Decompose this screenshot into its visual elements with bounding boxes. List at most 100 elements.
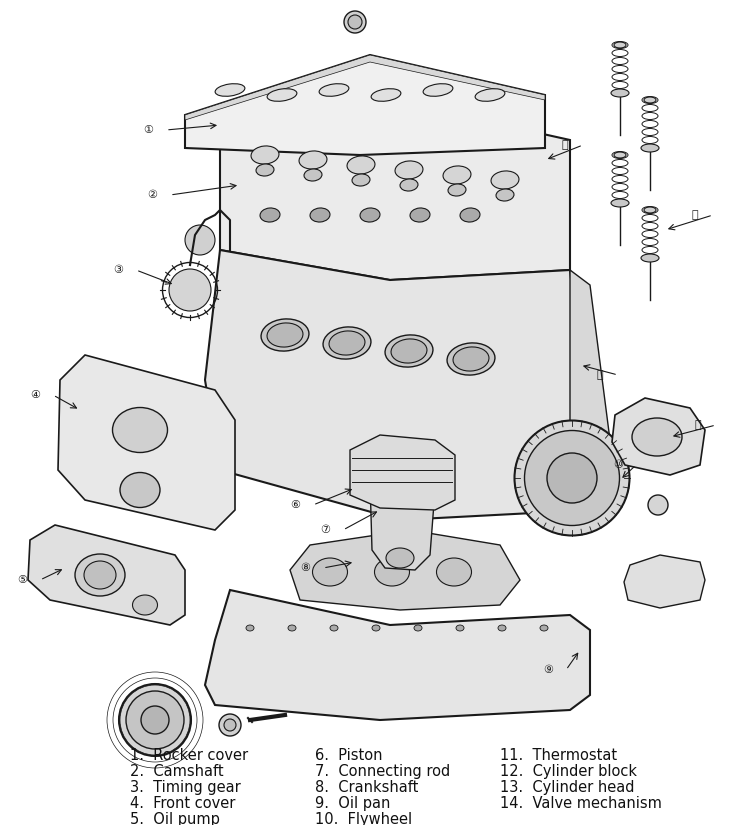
- Text: ⑦: ⑦: [320, 525, 330, 535]
- Ellipse shape: [414, 625, 422, 631]
- Ellipse shape: [372, 625, 380, 631]
- Ellipse shape: [375, 558, 409, 586]
- Ellipse shape: [385, 469, 415, 491]
- Ellipse shape: [648, 495, 668, 515]
- Text: 1.  Rocker cover: 1. Rocker cover: [130, 748, 248, 763]
- Ellipse shape: [112, 408, 168, 452]
- Ellipse shape: [260, 208, 280, 222]
- Polygon shape: [58, 355, 235, 530]
- Ellipse shape: [246, 625, 254, 631]
- Ellipse shape: [75, 554, 125, 596]
- Ellipse shape: [371, 89, 401, 101]
- Ellipse shape: [347, 156, 375, 174]
- Ellipse shape: [475, 89, 505, 101]
- Ellipse shape: [288, 625, 296, 631]
- Ellipse shape: [141, 706, 169, 734]
- Ellipse shape: [632, 418, 682, 456]
- Text: ⑧: ⑧: [300, 563, 310, 573]
- Ellipse shape: [169, 269, 211, 311]
- Ellipse shape: [514, 421, 629, 535]
- Text: 6.  Piston: 6. Piston: [315, 748, 382, 763]
- Text: 5.  Oil pump: 5. Oil pump: [130, 812, 220, 825]
- Ellipse shape: [644, 97, 656, 103]
- Ellipse shape: [540, 625, 548, 631]
- Ellipse shape: [267, 89, 297, 101]
- Ellipse shape: [400, 179, 418, 191]
- Text: 7.  Connecting rod: 7. Connecting rod: [315, 764, 451, 779]
- Ellipse shape: [386, 548, 414, 568]
- Ellipse shape: [547, 453, 597, 503]
- Polygon shape: [205, 250, 590, 520]
- Ellipse shape: [614, 42, 626, 48]
- Ellipse shape: [319, 83, 349, 97]
- Text: ⑩: ⑩: [613, 460, 623, 470]
- Ellipse shape: [312, 558, 348, 586]
- Text: ⑪: ⑪: [695, 420, 701, 430]
- Ellipse shape: [410, 208, 430, 222]
- Ellipse shape: [611, 89, 629, 97]
- Polygon shape: [220, 100, 570, 280]
- Ellipse shape: [360, 208, 380, 222]
- Ellipse shape: [84, 561, 116, 589]
- Text: ⑤: ⑤: [17, 575, 27, 585]
- Text: 13.  Cylinder head: 13. Cylinder head: [500, 780, 634, 795]
- Text: 8.  Crankshaft: 8. Crankshaft: [315, 780, 418, 795]
- Ellipse shape: [120, 473, 160, 507]
- Ellipse shape: [256, 164, 274, 176]
- Ellipse shape: [391, 339, 427, 363]
- Ellipse shape: [219, 714, 241, 736]
- Text: 11.  Thermostat: 11. Thermostat: [500, 748, 617, 763]
- Ellipse shape: [185, 225, 215, 255]
- Ellipse shape: [304, 169, 322, 181]
- Ellipse shape: [443, 166, 471, 184]
- Text: 12.  Cylinder block: 12. Cylinder block: [500, 764, 637, 779]
- Text: 4.  Front cover: 4. Front cover: [130, 796, 235, 811]
- Ellipse shape: [453, 347, 489, 371]
- Ellipse shape: [330, 625, 338, 631]
- Ellipse shape: [525, 431, 620, 526]
- Polygon shape: [350, 435, 455, 510]
- Ellipse shape: [614, 152, 626, 158]
- Ellipse shape: [344, 11, 366, 33]
- Ellipse shape: [132, 595, 157, 615]
- Text: ①: ①: [143, 125, 153, 135]
- Ellipse shape: [348, 15, 362, 29]
- Text: ③: ③: [113, 265, 123, 275]
- Text: ②: ②: [147, 190, 157, 200]
- Ellipse shape: [329, 331, 365, 355]
- Polygon shape: [205, 590, 590, 720]
- Text: 10.  Flywheel: 10. Flywheel: [315, 812, 412, 825]
- Ellipse shape: [126, 691, 184, 749]
- Ellipse shape: [448, 184, 466, 196]
- Text: ⑫: ⑫: [597, 370, 603, 380]
- Ellipse shape: [641, 254, 659, 262]
- Ellipse shape: [423, 83, 453, 97]
- Ellipse shape: [251, 146, 279, 164]
- Polygon shape: [612, 398, 705, 475]
- Ellipse shape: [119, 684, 191, 756]
- Ellipse shape: [641, 144, 659, 152]
- Polygon shape: [185, 55, 545, 120]
- Ellipse shape: [498, 625, 506, 631]
- Text: 9.  Oil pan: 9. Oil pan: [315, 796, 390, 811]
- Text: ⑬: ⑬: [562, 140, 568, 150]
- Text: 14.  Valve mechanism: 14. Valve mechanism: [500, 796, 662, 811]
- Text: ⑥: ⑥: [290, 500, 300, 510]
- Polygon shape: [28, 525, 185, 625]
- Ellipse shape: [224, 719, 236, 731]
- Ellipse shape: [447, 343, 495, 375]
- Ellipse shape: [491, 171, 519, 189]
- Ellipse shape: [385, 335, 433, 367]
- Polygon shape: [370, 465, 435, 570]
- Ellipse shape: [310, 208, 330, 222]
- Ellipse shape: [323, 327, 371, 359]
- Polygon shape: [624, 555, 705, 608]
- Ellipse shape: [299, 151, 327, 169]
- Ellipse shape: [395, 161, 423, 179]
- Ellipse shape: [611, 199, 629, 207]
- Text: 3.  Timing gear: 3. Timing gear: [130, 780, 241, 795]
- Polygon shape: [290, 530, 520, 610]
- Ellipse shape: [644, 207, 656, 213]
- Text: ⑭: ⑭: [692, 210, 698, 220]
- Ellipse shape: [215, 83, 245, 97]
